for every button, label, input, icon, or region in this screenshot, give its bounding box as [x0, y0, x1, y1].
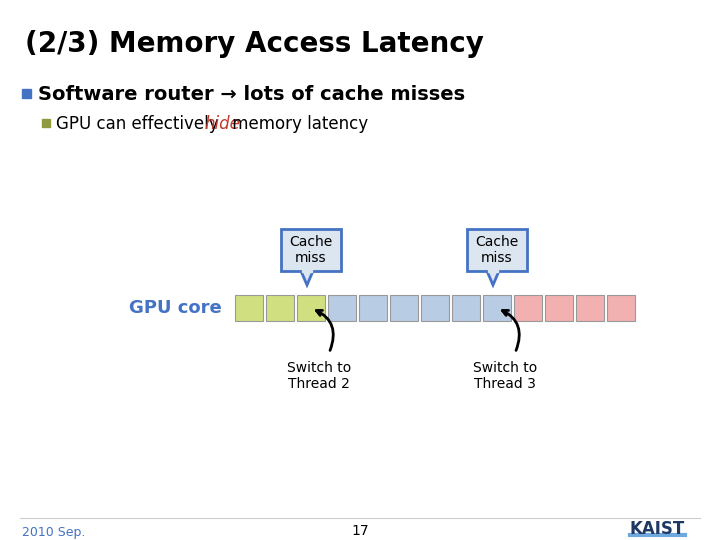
- FancyBboxPatch shape: [297, 295, 325, 321]
- Text: Cache
miss: Cache miss: [289, 235, 333, 265]
- Text: Switch to
Thread 3: Switch to Thread 3: [473, 361, 537, 391]
- Text: memory latency: memory latency: [227, 115, 368, 133]
- Text: Software router → lots of cache misses: Software router → lots of cache misses: [38, 85, 465, 105]
- FancyBboxPatch shape: [452, 295, 480, 321]
- FancyBboxPatch shape: [421, 295, 449, 321]
- FancyBboxPatch shape: [607, 295, 635, 321]
- Text: 17: 17: [351, 524, 369, 538]
- FancyBboxPatch shape: [390, 295, 418, 321]
- Text: Cache
miss: Cache miss: [475, 235, 518, 265]
- FancyBboxPatch shape: [328, 295, 356, 321]
- FancyBboxPatch shape: [22, 89, 31, 98]
- Text: KAIST: KAIST: [630, 520, 685, 538]
- Text: (2/3) Memory Access Latency: (2/3) Memory Access Latency: [25, 30, 484, 58]
- Text: 2010 Sep.: 2010 Sep.: [22, 526, 86, 539]
- Polygon shape: [487, 271, 499, 285]
- Text: GPU can effectively: GPU can effectively: [56, 115, 224, 133]
- FancyBboxPatch shape: [266, 295, 294, 321]
- Polygon shape: [488, 270, 498, 272]
- FancyBboxPatch shape: [483, 295, 511, 321]
- Text: hide: hide: [204, 115, 240, 133]
- Polygon shape: [302, 270, 312, 272]
- FancyBboxPatch shape: [281, 229, 341, 271]
- FancyBboxPatch shape: [42, 119, 50, 127]
- FancyBboxPatch shape: [235, 295, 263, 321]
- FancyBboxPatch shape: [467, 229, 527, 271]
- Text: Switch to
Thread 2: Switch to Thread 2: [287, 361, 351, 391]
- FancyBboxPatch shape: [514, 295, 542, 321]
- FancyBboxPatch shape: [576, 295, 604, 321]
- FancyBboxPatch shape: [545, 295, 573, 321]
- FancyBboxPatch shape: [359, 295, 387, 321]
- Text: GPU core: GPU core: [130, 299, 222, 317]
- Polygon shape: [301, 271, 313, 285]
